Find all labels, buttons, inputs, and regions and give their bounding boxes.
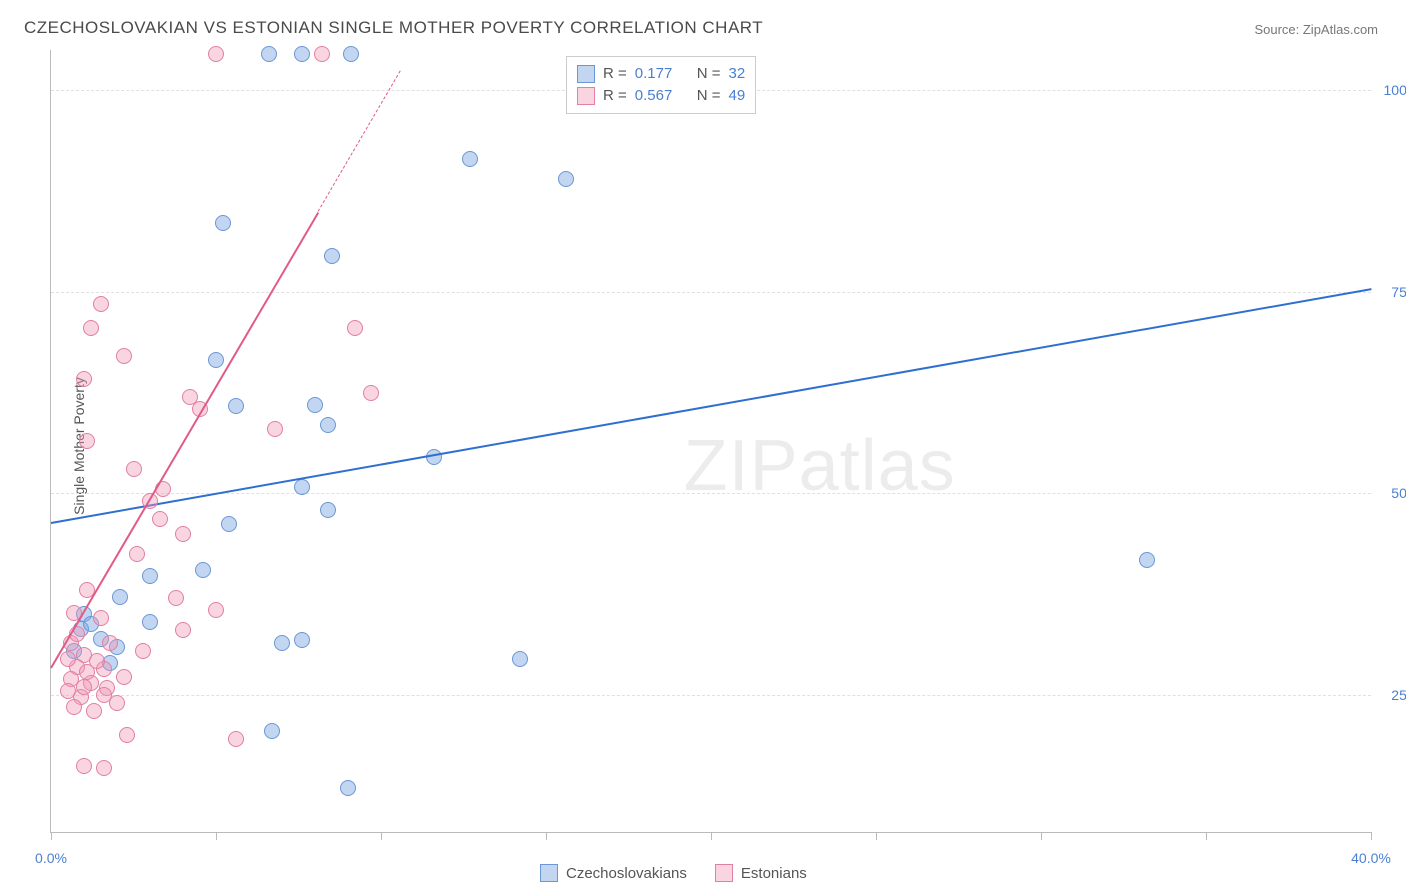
data-point — [261, 46, 277, 62]
trend-line — [318, 70, 401, 212]
data-point — [93, 296, 109, 312]
data-point — [208, 46, 224, 62]
data-point — [343, 46, 359, 62]
data-point — [152, 511, 168, 527]
data-point — [228, 731, 244, 747]
data-point — [294, 479, 310, 495]
x-tick — [876, 832, 877, 840]
data-point — [142, 568, 158, 584]
r-label: R = — [603, 85, 627, 107]
legend-swatch — [577, 65, 595, 83]
stats-legend: R = 0.177 N = 32 R = 0.567 N = 49 — [566, 56, 756, 114]
data-point — [76, 758, 92, 774]
data-point — [129, 546, 145, 562]
r-value: 0.177 — [635, 63, 689, 85]
n-label: N = — [697, 85, 721, 107]
y-tick-label: 50.0% — [1391, 485, 1406, 501]
data-point — [135, 643, 151, 659]
data-point — [324, 248, 340, 264]
legend-swatch — [577, 87, 595, 105]
data-point — [221, 516, 237, 532]
data-point — [215, 215, 231, 231]
legend-label: Estonians — [741, 865, 807, 882]
data-point — [307, 397, 323, 413]
data-point — [195, 562, 211, 578]
data-point — [79, 433, 95, 449]
data-point — [314, 46, 330, 62]
legend-swatch — [540, 864, 558, 882]
data-point — [119, 727, 135, 743]
r-label: R = — [603, 63, 627, 85]
data-point — [116, 669, 132, 685]
data-point — [1139, 552, 1155, 568]
data-point — [208, 352, 224, 368]
source-attribution: Source: ZipAtlas.com — [1254, 22, 1378, 37]
x-tick — [711, 832, 712, 840]
data-point — [86, 703, 102, 719]
r-value: 0.567 — [635, 85, 689, 107]
data-point — [96, 760, 112, 776]
chart-title: CZECHOSLOVAKIAN VS ESTONIAN SINGLE MOTHE… — [24, 18, 763, 38]
x-tick — [381, 832, 382, 840]
plot-area: 25.0%50.0%75.0%100.0%0.0%40.0% — [50, 50, 1371, 833]
data-point — [462, 151, 478, 167]
data-point — [102, 635, 118, 651]
data-point — [320, 502, 336, 518]
data-point — [60, 651, 76, 667]
legend-label: Czechoslovakians — [566, 865, 687, 882]
data-point — [320, 417, 336, 433]
data-point — [228, 398, 244, 414]
data-point — [83, 320, 99, 336]
data-point — [264, 723, 280, 739]
data-point — [76, 371, 92, 387]
x-tick-label: 0.0% — [35, 850, 67, 866]
data-point — [175, 622, 191, 638]
x-tick — [51, 832, 52, 840]
legend-swatch — [715, 864, 733, 882]
data-point — [93, 610, 109, 626]
n-label: N = — [697, 63, 721, 85]
data-point — [76, 679, 92, 695]
legend-row: R = 0.567 N = 49 — [577, 85, 745, 107]
trend-line — [51, 288, 1371, 524]
x-tick — [216, 832, 217, 840]
data-point — [96, 687, 112, 703]
data-point — [267, 421, 283, 437]
data-point — [142, 614, 158, 630]
x-tick — [1041, 832, 1042, 840]
data-point — [347, 320, 363, 336]
y-tick-label: 75.0% — [1391, 284, 1406, 300]
x-tick — [1371, 832, 1372, 840]
data-point — [512, 651, 528, 667]
data-point — [112, 589, 128, 605]
data-point — [175, 526, 191, 542]
data-point — [294, 46, 310, 62]
legend-row: R = 0.177 N = 32 — [577, 63, 745, 85]
data-point — [116, 348, 132, 364]
data-point — [168, 590, 184, 606]
data-point — [274, 635, 290, 651]
y-tick-label: 100.0% — [1384, 82, 1406, 98]
legend-item: Estonians — [715, 864, 807, 882]
gridline — [51, 493, 1371, 494]
data-point — [363, 385, 379, 401]
data-point — [340, 780, 356, 796]
n-value: 32 — [729, 63, 746, 85]
gridline — [51, 292, 1371, 293]
legend-item: Czechoslovakians — [540, 864, 687, 882]
n-value: 49 — [729, 85, 746, 107]
gridline — [51, 695, 1371, 696]
y-tick-label: 25.0% — [1391, 687, 1406, 703]
x-tick — [1206, 832, 1207, 840]
x-tick — [546, 832, 547, 840]
data-point — [208, 602, 224, 618]
data-point — [558, 171, 574, 187]
x-tick-label: 40.0% — [1351, 850, 1391, 866]
data-point — [294, 632, 310, 648]
series-legend: Czechoslovakians Estonians — [540, 864, 807, 882]
data-point — [79, 664, 95, 680]
data-point — [126, 461, 142, 477]
data-point — [66, 699, 82, 715]
